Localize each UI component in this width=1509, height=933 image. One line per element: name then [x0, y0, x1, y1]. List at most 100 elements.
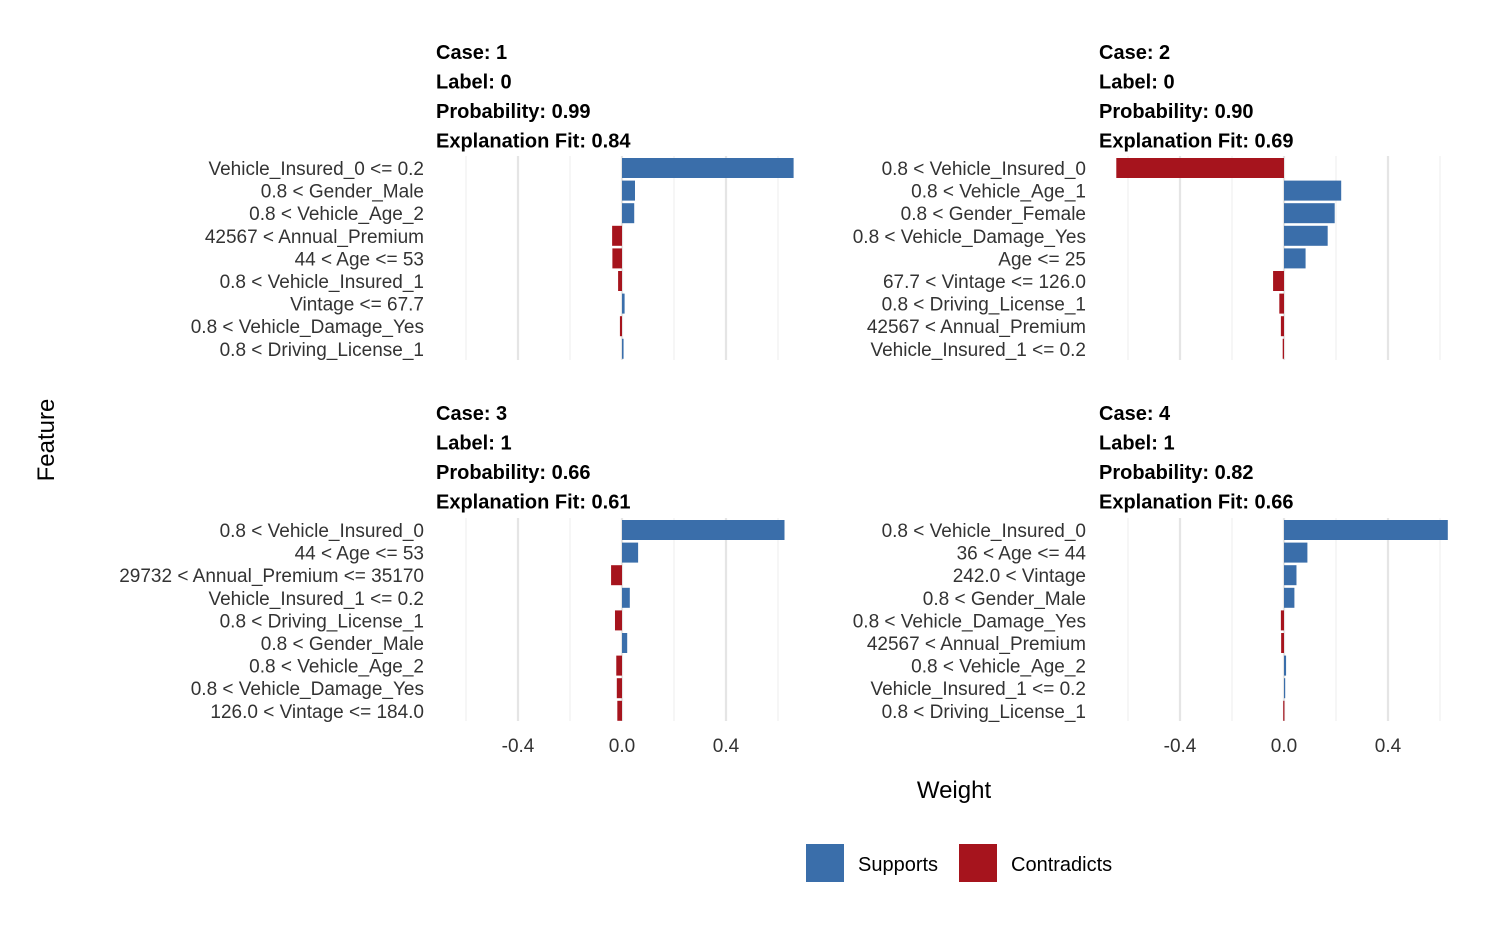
bar-supports [622, 587, 630, 608]
feature-label: 42567 < Annual_Premium [867, 634, 1086, 655]
bar-contradicts [619, 316, 622, 337]
feature-label: 0.8 < Vehicle_Age_1 [911, 182, 1086, 203]
panel-header-line: Label: 1 [1099, 433, 1175, 455]
bar-supports [1284, 565, 1297, 586]
feature-label: 0.8 < Vehicle_Age_2 [249, 204, 424, 225]
y-axis-title: Feature [33, 399, 60, 482]
x-tick-label: -0.4 [1164, 736, 1197, 757]
feature-label: 0.8 < Gender_Male [261, 634, 424, 655]
bar-contradicts [1282, 338, 1284, 359]
bar-supports [1284, 248, 1306, 269]
bar-supports [622, 203, 635, 224]
feature-label: Vintage <= 67.7 [290, 295, 424, 316]
panel-header-line: Label: 0 [1099, 72, 1175, 94]
bar-contradicts [618, 271, 622, 291]
bar-supports [622, 542, 639, 563]
legend-label-supports: Supports [858, 854, 938, 876]
bar-supports [1284, 225, 1328, 246]
feature-label: Vehicle_Insured_0 <= 0.2 [208, 159, 424, 180]
legend-swatch-supports [806, 844, 844, 882]
bar-contradicts [611, 565, 622, 586]
feature-label: 0.8 < Driving_License_1 [220, 611, 424, 632]
feature-label: Vehicle_Insured_1 <= 0.2 [208, 589, 424, 610]
bar-contradicts [1280, 610, 1284, 631]
panel-header-line: Case: 1 [436, 42, 507, 64]
feature-label: 0.8 < Driving_License_1 [882, 295, 1086, 316]
panel-header-line: Probability: 0.90 [1099, 101, 1254, 123]
panel-case-4: Case: 4 Label: 1 Probability: 0.82 Explanat… [853, 403, 1448, 757]
bar-contradicts [617, 700, 622, 721]
legend-swatch-contradicts [959, 844, 997, 882]
panel-header-line: Explanation Fit: 0.61 [436, 492, 630, 514]
x-tick-label: 0.0 [609, 736, 635, 757]
feature-label: 0.8 < Vehicle_Insured_0 [220, 521, 424, 542]
feature-label: 0.8 < Gender_Female [901, 204, 1086, 225]
feature-label: 0.8 < Vehicle_Age_2 [911, 657, 1086, 678]
panel-header-line: Explanation Fit: 0.66 [1099, 492, 1293, 514]
feature-label: 36 < Age <= 44 [957, 544, 1087, 565]
feature-label: 0.8 < Vehicle_Damage_Yes [853, 611, 1086, 632]
bar-supports [622, 633, 628, 653]
legend: Supports Contradicts [806, 844, 1112, 882]
legend-label-contradicts: Contradicts [1011, 854, 1112, 876]
feature-label: 42567 < Annual_Premium [205, 227, 424, 248]
feature-label: 0.8 < Vehicle_Damage_Yes [191, 679, 424, 700]
bar-supports [1284, 203, 1335, 224]
panel-header-line: Probability: 0.66 [436, 462, 591, 484]
bar-supports [1284, 678, 1286, 699]
bar-contradicts [616, 678, 622, 699]
bar-supports [622, 338, 624, 359]
feature-label: 0.8 < Vehicle_Damage_Yes [853, 227, 1086, 248]
feature-label: 44 < Age <= 53 [295, 544, 424, 565]
bar-contradicts [612, 248, 622, 269]
feature-label: 0.8 < Vehicle_Insured_1 [220, 272, 424, 293]
bar-supports [1284, 520, 1448, 540]
panel-header-line: Probability: 0.82 [1099, 462, 1254, 484]
feature-label: 42567 < Annual_Premium [867, 317, 1086, 338]
panel-header-line: Explanation Fit: 0.69 [1099, 131, 1293, 153]
bar-supports [622, 293, 625, 314]
feature-label: 0.8 < Vehicle_Insured_0 [882, 159, 1086, 180]
feature-label: Vehicle_Insured_1 <= 0.2 [870, 679, 1086, 700]
feature-label: 67.7 < Vintage <= 126.0 [883, 272, 1086, 293]
feature-label: 0.8 < Gender_Male [261, 182, 424, 203]
panel-header-line: Case: 2 [1099, 42, 1170, 64]
feature-label: 0.8 < Driving_License_1 [220, 340, 424, 361]
bar-contradicts [1116, 158, 1284, 178]
x-axis-title: Weight [917, 777, 992, 804]
feature-label: 0.8 < Gender_Male [923, 589, 1086, 610]
feature-label: 29732 < Annual_Premium <= 35170 [119, 566, 424, 587]
bar-supports [622, 158, 794, 178]
bar-supports [622, 180, 635, 201]
x-tick-label: -0.4 [502, 736, 535, 757]
bar-contradicts [1281, 633, 1284, 653]
x-tick-label: 0.4 [713, 736, 740, 757]
bar-supports [1284, 542, 1308, 563]
panel-header-line: Case: 3 [436, 403, 507, 425]
panel-header-line: Case: 4 [1099, 403, 1171, 425]
panel-case-1: Case: 1 Label: 0 Probability: 0.99 Explanat… [191, 42, 794, 361]
feature-label: 44 < Age <= 53 [295, 249, 424, 270]
bar-contradicts [1283, 700, 1285, 721]
bar-contradicts [1273, 271, 1284, 291]
bar-supports [1284, 180, 1342, 201]
facet-panels: Case: 1 Label: 0 Probability: 0.99 Explanat… [119, 42, 1448, 757]
x-tick-label: 0.4 [1375, 736, 1402, 757]
panel-header-line: Label: 1 [436, 433, 512, 455]
feature-label: 0.8 < Vehicle_Age_2 [249, 657, 424, 678]
bar-supports [1284, 655, 1287, 676]
bar-supports [622, 520, 785, 540]
bar-contradicts [616, 655, 622, 676]
feature-label: 126.0 < Vintage <= 184.0 [210, 702, 424, 723]
panel-header-line: Label: 0 [436, 72, 512, 94]
bar-contradicts [1280, 316, 1284, 337]
feature-label: 0.8 < Vehicle_Damage_Yes [191, 317, 424, 338]
bar-contradicts [614, 610, 622, 631]
feature-label: Vehicle_Insured_1 <= 0.2 [870, 340, 1086, 361]
panel-header-line: Probability: 0.99 [436, 101, 591, 123]
feature-label: 0.8 < Driving_License_1 [882, 702, 1086, 723]
panel-case-2: Case: 2 Label: 0 Probability: 0.90 Explanat… [853, 42, 1441, 361]
bar-contradicts [1279, 293, 1284, 314]
bar-contradicts [612, 225, 622, 246]
